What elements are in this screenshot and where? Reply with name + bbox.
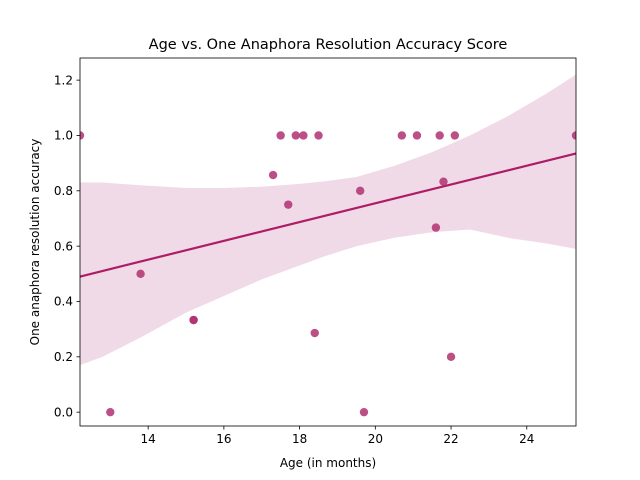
x-tick-label: 22 bbox=[443, 432, 458, 446]
data-point bbox=[284, 200, 293, 209]
regression-line bbox=[80, 152, 576, 278]
confidence-band bbox=[80, 74, 576, 366]
y-tick-label: 0.8 bbox=[54, 184, 73, 198]
x-tick-label: 18 bbox=[292, 432, 307, 446]
plot-frame bbox=[79, 57, 577, 427]
x-tick-label: 16 bbox=[216, 432, 231, 446]
axes: 14 16 18 20 22 24 0.0 0.2 0.4 0.6 0.8 1.0 1.2 bbox=[54, 57, 577, 446]
data-point bbox=[446, 352, 456, 362]
data-point bbox=[439, 177, 448, 186]
y-tick-label: 0.6 bbox=[54, 239, 73, 253]
data-point bbox=[268, 170, 278, 180]
data-point bbox=[435, 131, 444, 140]
data-point bbox=[291, 131, 301, 140]
data-point bbox=[397, 131, 407, 140]
y-axis-label: One anaphora resolution accuracy bbox=[28, 139, 42, 346]
data-point bbox=[299, 131, 308, 140]
x-axis-label: Age (in months) bbox=[280, 456, 376, 470]
data-point bbox=[80, 131, 85, 140]
x-tick-label: 14 bbox=[141, 432, 156, 446]
data-point bbox=[136, 269, 145, 279]
data-point bbox=[276, 131, 285, 140]
chart-title: Age vs. One Anaphora Resolution Accuracy… bbox=[149, 37, 508, 53]
confidence-band-layer bbox=[80, 74, 576, 366]
data-point bbox=[450, 131, 460, 140]
data-point bbox=[355, 186, 365, 196]
data-point bbox=[359, 407, 369, 417]
x-tick-label: 24 bbox=[519, 432, 534, 446]
data-point bbox=[310, 328, 319, 338]
regression-line-layer bbox=[80, 152, 576, 278]
data-point bbox=[431, 223, 441, 232]
data-point bbox=[571, 131, 576, 140]
y-tick-label: 0.4 bbox=[54, 295, 73, 309]
y-tick-label: 1.0 bbox=[54, 129, 73, 143]
data-points-layer bbox=[80, 131, 576, 417]
x-tick-label: 20 bbox=[368, 432, 383, 446]
y-tick-label: 1.2 bbox=[54, 73, 73, 87]
data-point bbox=[189, 315, 198, 325]
data-point bbox=[314, 131, 323, 140]
y-tick-label: 0.2 bbox=[54, 350, 73, 364]
y-tick-label: 0.0 bbox=[54, 405, 73, 419]
data-point bbox=[106, 407, 115, 417]
data-point bbox=[412, 131, 422, 140]
